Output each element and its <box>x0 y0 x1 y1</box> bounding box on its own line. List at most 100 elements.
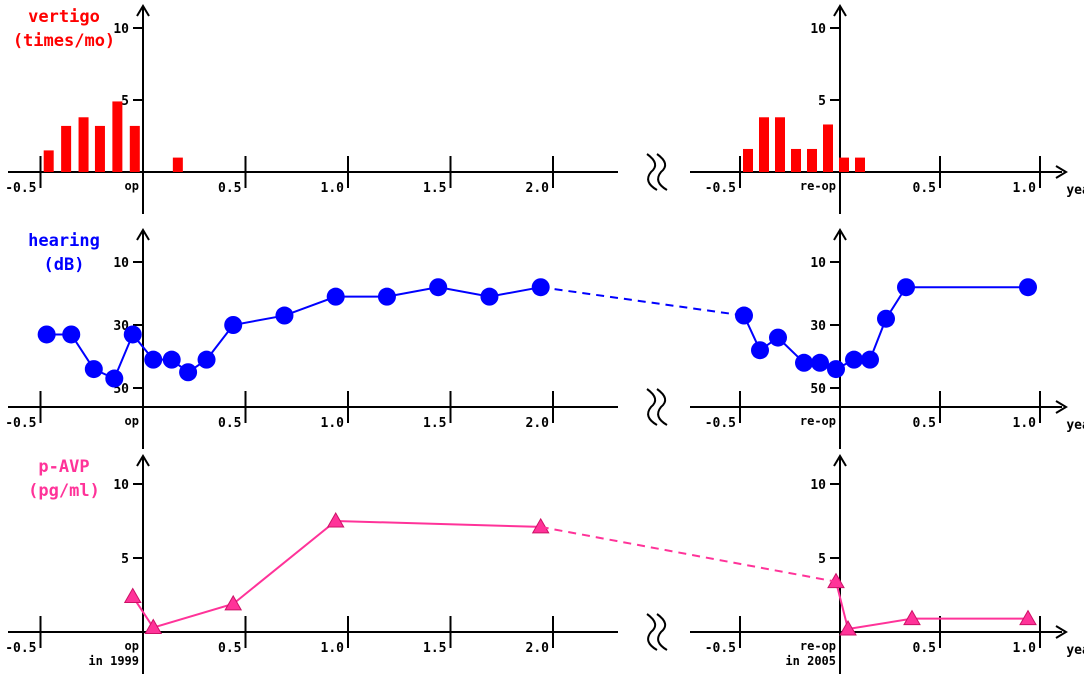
x-tick-label: 2.0 <box>526 641 550 656</box>
data-point <box>197 350 216 369</box>
origin-label: in 1999 <box>88 654 139 668</box>
origin-label: op <box>125 179 139 193</box>
data-point <box>37 325 56 344</box>
x-tick-label: 0.5 <box>913 416 936 431</box>
data-point <box>105 369 124 388</box>
x-unit-label: year <box>1066 183 1084 198</box>
y-tick-label: 10 <box>810 22 826 37</box>
bridge-dashed-line <box>540 286 745 317</box>
x-axis-arrow <box>1055 400 1068 414</box>
data-point <box>84 360 103 379</box>
y-tick-label: 5 <box>818 552 826 567</box>
y-tick-label: 10 <box>113 478 129 493</box>
origin-label: re-op <box>800 639 836 653</box>
x-tick-label: 1.0 <box>321 641 345 656</box>
y-tick-label: 10 <box>113 256 129 271</box>
y-tick-label: 10 <box>810 478 826 493</box>
x-tick-label: -0.5 <box>5 181 36 196</box>
data-point <box>429 278 448 297</box>
y-tick-label: 50 <box>810 382 826 397</box>
panel-title-line: (times/mo) <box>13 31 115 51</box>
origin-label: op <box>125 414 139 428</box>
data-point <box>144 618 163 635</box>
x-tick-label: 2.0 <box>526 416 550 431</box>
bar <box>61 125 72 172</box>
bar <box>743 148 753 172</box>
y-tick-label: 10 <box>810 256 826 271</box>
axis-break-symbol <box>646 388 658 426</box>
data-point <box>531 517 550 534</box>
y-tick-label: 5 <box>818 94 826 109</box>
data-point <box>845 350 863 369</box>
bar <box>43 150 54 172</box>
bar <box>791 148 801 172</box>
origin-label: re-op <box>800 179 836 193</box>
x-tick-label: 0.5 <box>218 181 241 196</box>
panel-title-line: p-AVP <box>38 457 89 477</box>
bar <box>823 124 833 172</box>
data-point <box>811 353 829 372</box>
x-tick-label: 0.5 <box>913 641 936 656</box>
bridge-dashed-line <box>540 525 837 583</box>
bar <box>172 157 183 172</box>
x-tick-label: 2.0 <box>526 181 550 196</box>
series-line <box>46 286 541 380</box>
axis-break-symbol <box>656 153 668 191</box>
bar <box>94 125 105 172</box>
data-point <box>795 353 813 372</box>
axis-break-symbol <box>656 388 668 426</box>
x-tick-label: -0.5 <box>5 416 36 431</box>
origin-label: re-op <box>800 414 836 428</box>
data-point <box>224 316 243 334</box>
bar <box>129 125 140 172</box>
data-point <box>275 306 294 325</box>
data-point <box>877 309 895 328</box>
y-tick-label: 30 <box>810 319 826 334</box>
x-tick-label: 0.5 <box>218 641 241 656</box>
data-point <box>123 325 142 344</box>
origin-label: op <box>125 639 139 653</box>
y-axis-arrow <box>136 454 150 467</box>
x-tick-label: 0.5 <box>218 416 241 431</box>
x-tick-label: -0.5 <box>705 416 736 431</box>
y-axis-arrow <box>833 4 847 17</box>
data-point <box>179 363 198 382</box>
x-tick-label: 1.0 <box>1013 181 1037 196</box>
panel-title-line: (pg/ml) <box>28 481 100 501</box>
data-point <box>735 306 753 325</box>
data-point <box>326 511 345 528</box>
x-tick-label: 1.0 <box>321 181 345 196</box>
bar <box>78 117 89 172</box>
x-tick-label: 1.5 <box>423 641 446 656</box>
x-axis-arrow <box>1055 625 1068 639</box>
x-unit-label: year <box>1066 418 1084 433</box>
bar <box>775 117 785 172</box>
x-tick-label: 1.0 <box>1013 641 1037 656</box>
y-tick-label: 5 <box>121 94 129 109</box>
x-axis-arrow <box>1055 165 1068 179</box>
data-point <box>162 350 181 369</box>
data-point <box>224 594 243 611</box>
x-tick-label: 1.5 <box>423 181 446 196</box>
bar <box>112 101 123 172</box>
bar <box>807 148 817 172</box>
panel-title-line: hearing <box>28 231 100 251</box>
data-point <box>827 360 845 379</box>
y-tick-label: 5 <box>121 552 129 567</box>
bar <box>759 117 769 172</box>
data-point <box>903 609 921 626</box>
y-axis-arrow <box>136 4 150 17</box>
x-tick-label: 1.0 <box>1013 416 1037 431</box>
data-point <box>751 341 769 360</box>
y-axis-arrow <box>833 454 847 467</box>
x-tick-label: -0.5 <box>705 181 736 196</box>
data-point <box>62 325 81 344</box>
bar <box>839 157 849 172</box>
data-point <box>326 287 345 306</box>
y-axis-arrow <box>833 228 847 241</box>
y-tick-label: 10 <box>113 22 129 37</box>
origin-label: in 2005 <box>785 654 836 668</box>
data-point <box>839 620 857 636</box>
data-point <box>1019 278 1037 297</box>
